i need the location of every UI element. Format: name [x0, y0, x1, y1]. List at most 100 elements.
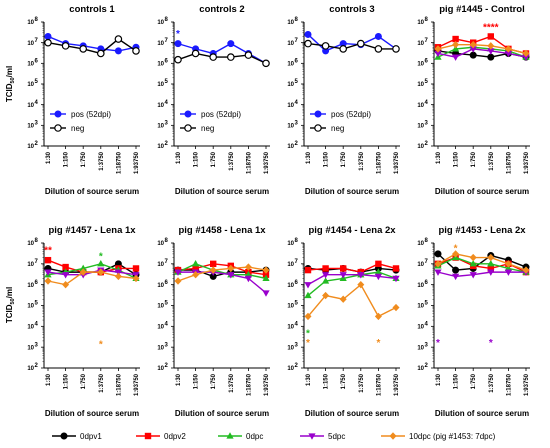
y-tick-exponent: 3: [165, 342, 169, 348]
y-tick-exponent: 7: [165, 38, 169, 44]
x-tick-label: 1:750: [471, 373, 477, 389]
y-tick-label: 10: [287, 41, 294, 47]
data-point: [487, 53, 495, 61]
y-tick-label: 10: [287, 262, 294, 268]
data-point: [192, 271, 200, 279]
y-tick-exponent: 3: [425, 121, 429, 127]
y-tick-label: 10: [287, 82, 294, 88]
data-point: [44, 277, 52, 285]
significance-annotation: *: [176, 29, 180, 40]
data-point: [487, 48, 495, 55]
y-tick-label: 10: [157, 262, 164, 268]
series-line-3: [437, 256, 527, 273]
data-point: [487, 260, 495, 267]
data-point: [44, 32, 52, 40]
inset-legend-marker: [54, 110, 62, 118]
y-tick-label: 10: [287, 304, 294, 310]
y-tick-exponent: 7: [35, 259, 39, 265]
y-tick-exponent: 8: [165, 238, 169, 244]
data-point: [304, 312, 312, 321]
x-tick-label: 1:750: [81, 151, 87, 167]
y-tick-exponent: 8: [425, 17, 429, 23]
data-point: [487, 42, 495, 50]
significance-annotation: *: [99, 252, 103, 263]
data-point: [97, 49, 105, 58]
data-point: [434, 269, 442, 276]
y-tick-label: 10: [27, 283, 34, 289]
data-point: [522, 266, 530, 274]
y-tick-exponent: 5: [425, 79, 429, 85]
data-point: [62, 272, 70, 279]
y-tick-label: 10: [417, 82, 424, 88]
y-tick-label: 10: [417, 103, 424, 109]
inset-legend-label: pos (52dpi): [201, 110, 241, 119]
x-axis-label: Dilution of source serum: [435, 187, 529, 196]
x-tick-label: 1:150: [454, 373, 460, 389]
y-tick-label: 10: [417, 144, 424, 150]
inset-legend-marker: [184, 110, 192, 118]
data-point: [44, 269, 52, 276]
legend-label: 0dpc: [246, 432, 263, 441]
y-tick-exponent: 6: [35, 280, 39, 286]
y-tick-exponent: 4: [425, 100, 429, 106]
y-tick-label: 10: [417, 304, 424, 310]
data-point: [504, 264, 512, 272]
data-point: [174, 55, 182, 64]
legend-label: 5dpc: [328, 432, 345, 441]
data-point: [262, 290, 270, 297]
significance-annotation: **: [44, 245, 52, 256]
data-point: [375, 260, 382, 268]
panel-title: pig #1454 - Lena 2x: [308, 225, 396, 236]
x-axis-label: Dilution of source serum: [45, 409, 139, 418]
y-tick-label: 10: [157, 366, 164, 372]
data-point: [504, 45, 512, 53]
data-point: [304, 39, 312, 48]
inset-legend-label: neg: [201, 124, 214, 133]
x-axis-label: Dilution of source serum: [305, 187, 399, 196]
data-point: [174, 277, 182, 285]
x-tick-label: 1:3750: [229, 373, 235, 392]
y-tick-label: 10: [417, 41, 424, 47]
y-tick-label: 10: [287, 103, 294, 109]
y-tick-label: 10: [287, 20, 294, 26]
y-tick-label: 10: [287, 124, 294, 130]
y-tick-label: 10: [27, 103, 34, 109]
x-tick-label: 1:150: [454, 151, 460, 167]
x-tick-label: 1:3750: [489, 151, 495, 170]
y-tick-exponent: 8: [425, 238, 429, 244]
x-tick-label: 1:93750: [134, 151, 140, 174]
y-tick-exponent: 2: [425, 363, 429, 369]
y-tick-exponent: 4: [35, 322, 39, 328]
data-point: [434, 250, 442, 258]
data-point: [487, 33, 494, 40]
data-point: [339, 295, 347, 303]
inset-legend-marker: [54, 124, 62, 132]
data-point: [434, 45, 442, 53]
y-tick-label: 10: [157, 283, 164, 289]
data-point: [322, 277, 330, 284]
x-tick-label: 1:3750: [359, 151, 365, 170]
data-point: [452, 250, 460, 258]
x-tick-label: 1:150: [324, 373, 330, 389]
x-axis-label: Dilution of source serum: [305, 409, 399, 418]
series-line-2: [177, 52, 267, 64]
data-point: [452, 35, 459, 43]
data-point: [191, 49, 200, 58]
data-point: [374, 273, 382, 281]
x-tick-label: 1:750: [211, 373, 217, 389]
x-tick-label: 1:750: [211, 151, 217, 167]
data-point: [174, 269, 182, 276]
y-tick-exponent: 6: [425, 280, 429, 286]
panel-title: pig #1457 - Lena 1x: [48, 225, 136, 236]
y-tick-exponent: 8: [35, 238, 39, 244]
data-point: [79, 264, 87, 272]
y-tick-label: 10: [27, 41, 34, 47]
y-tick-label: 10: [27, 325, 34, 331]
legend-marker: [226, 432, 234, 439]
series-line-4: [307, 274, 397, 286]
